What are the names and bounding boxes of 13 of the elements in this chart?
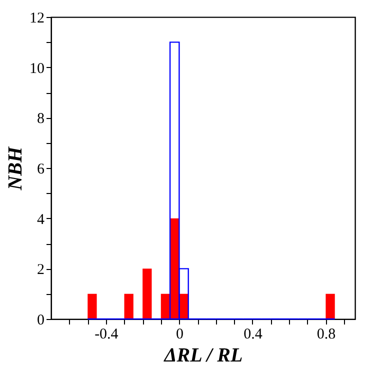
x-axis-title: ΔRL / RL: [163, 344, 243, 366]
y-tick-label: 6: [37, 162, 45, 178]
x-tick-label: 0.8: [316, 326, 336, 342]
y-tick-label: 10: [30, 60, 44, 77]
y-axis-title: NBH: [4, 145, 26, 192]
x-tick-label: -0.4: [94, 326, 119, 342]
y-tick-label: 12: [30, 10, 44, 26]
x-tick-label: 0: [176, 326, 184, 342]
x-tick-label: 0.4: [244, 326, 263, 342]
y-tick-label: 8: [37, 111, 44, 128]
y-tick-label: 4: [37, 212, 45, 228]
y-tick-label: 0: [37, 312, 44, 328]
y-tick-label: 2: [37, 262, 44, 278]
